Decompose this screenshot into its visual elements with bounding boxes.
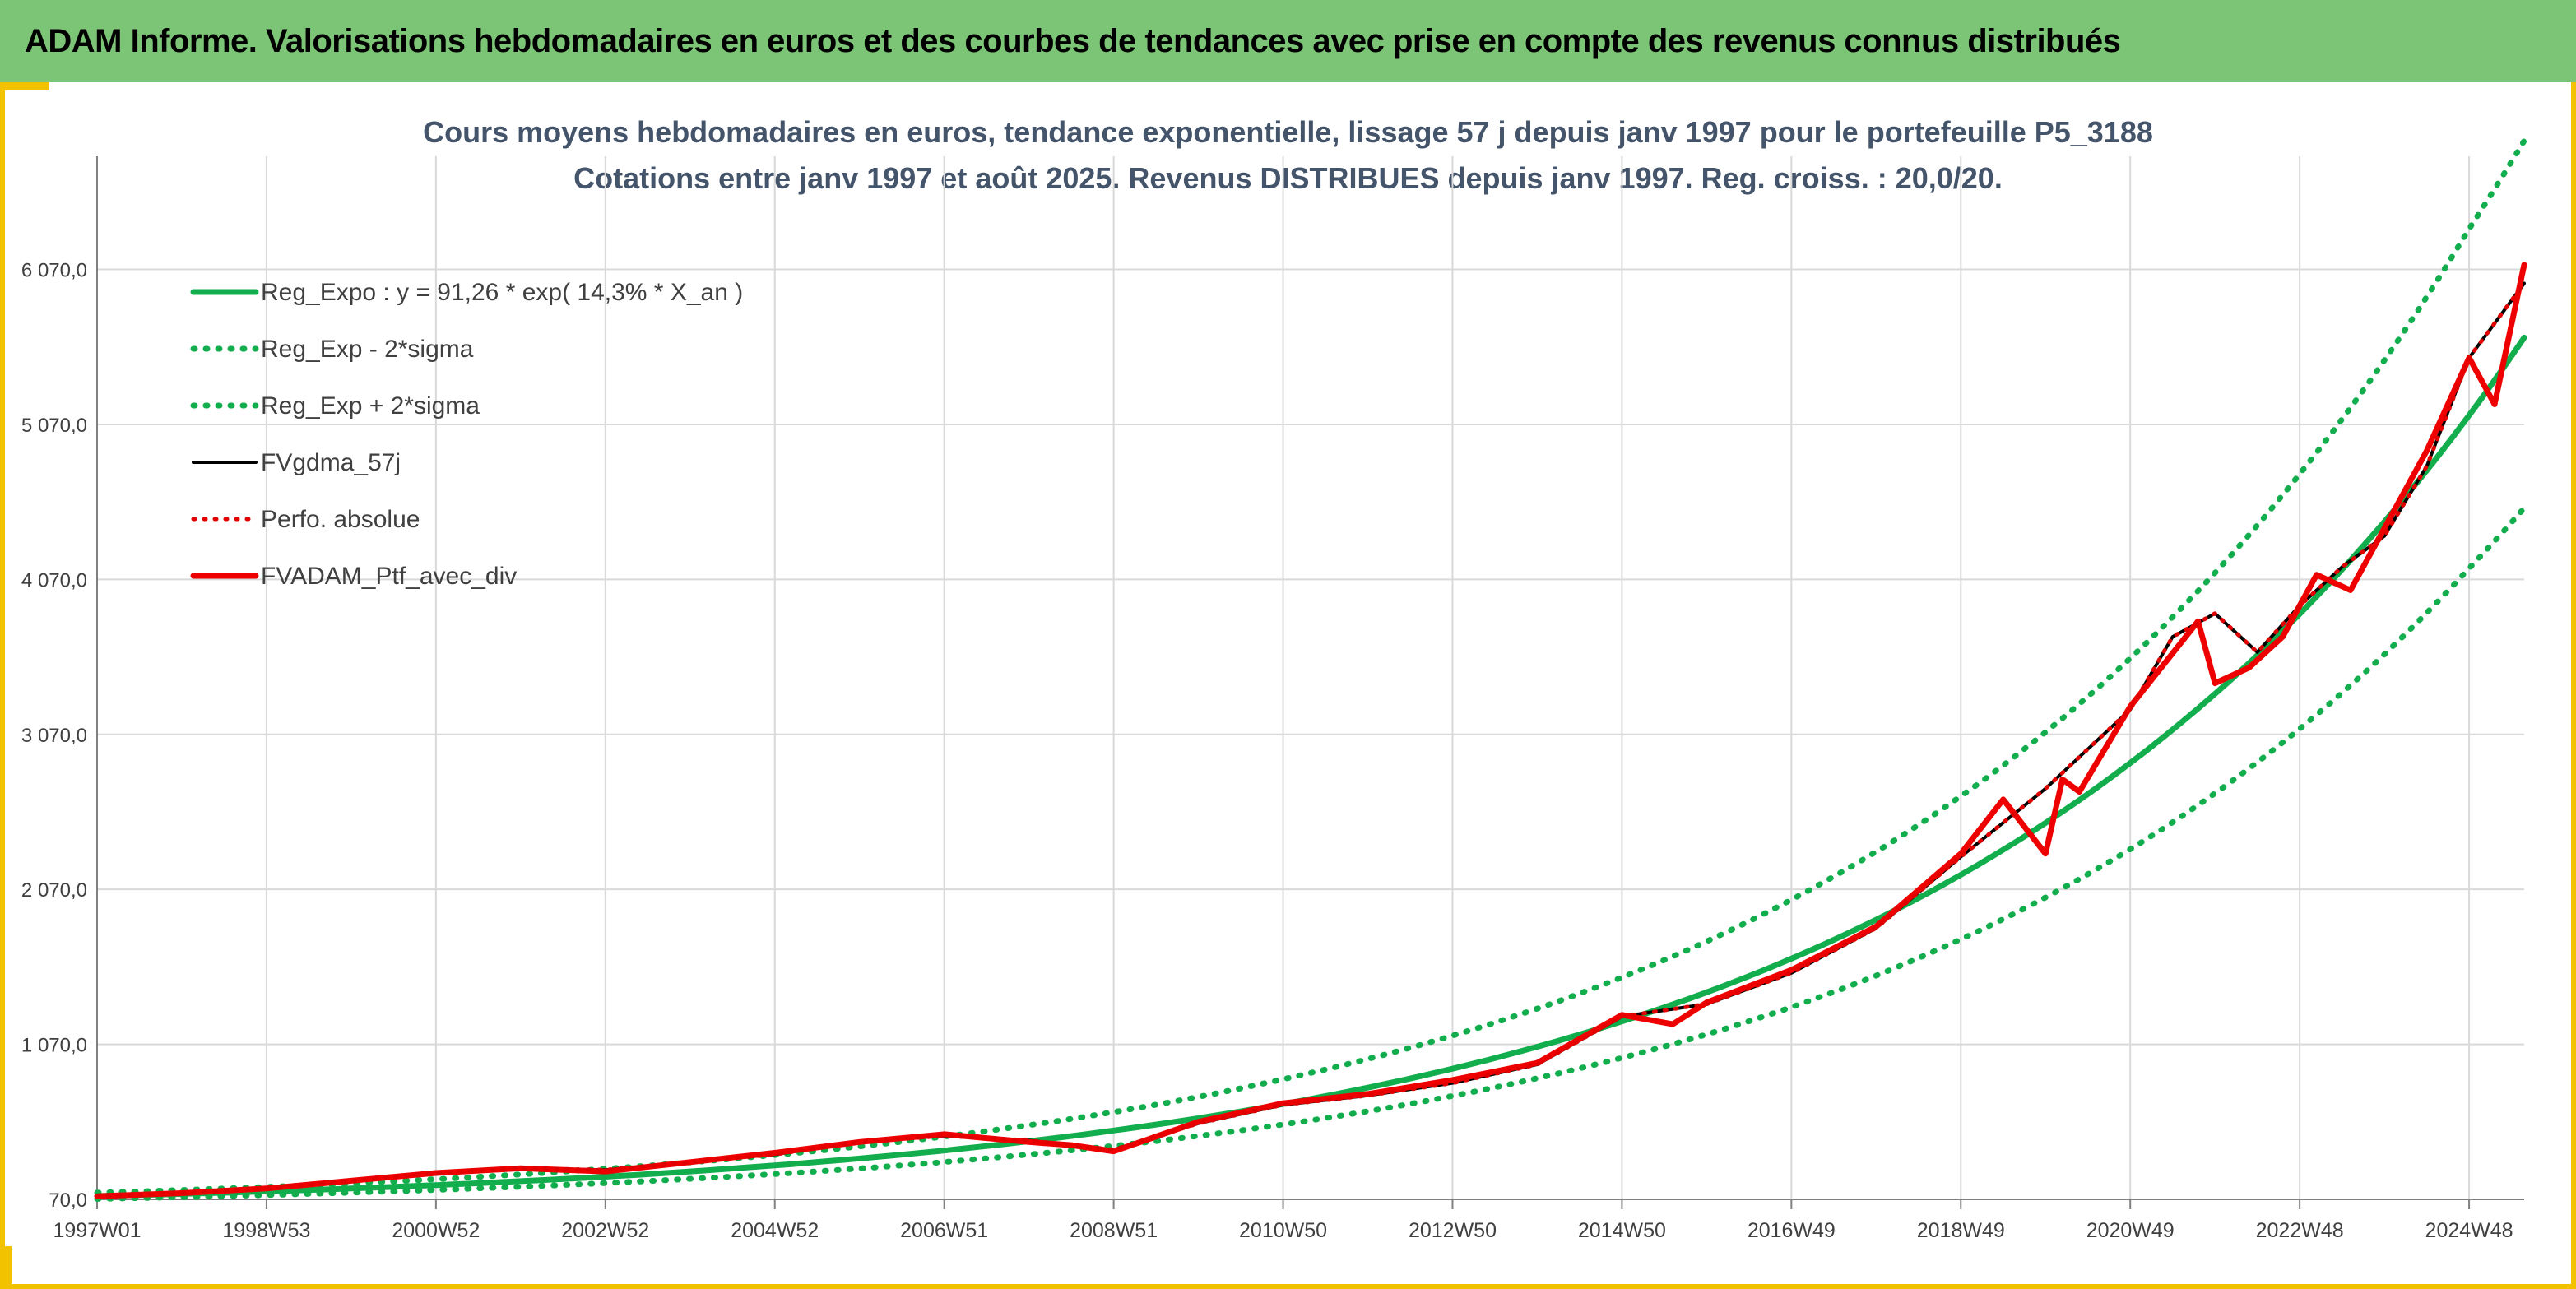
chart-subtitle: Cotations entre janv 1997 et août 2025. … <box>573 161 2003 195</box>
chart-title: Cours moyens hebdomadaires en euros, ten… <box>423 115 2153 149</box>
frame-accent-right <box>2571 82 2576 1289</box>
frame-accent-left <box>0 82 5 1289</box>
chart-area: Cours moyens hebdomadaires en euros, ten… <box>0 82 2576 1289</box>
corner-accent-top-left <box>0 82 49 90</box>
frame-accent-bottom <box>0 1284 2576 1289</box>
corner-accent-bottom-left <box>0 1246 12 1289</box>
page-banner: ADAM Informe. Valorisations hebdomadaire… <box>0 0 2576 82</box>
banner-title: ADAM Informe. Valorisations hebdomadaire… <box>25 22 2121 59</box>
